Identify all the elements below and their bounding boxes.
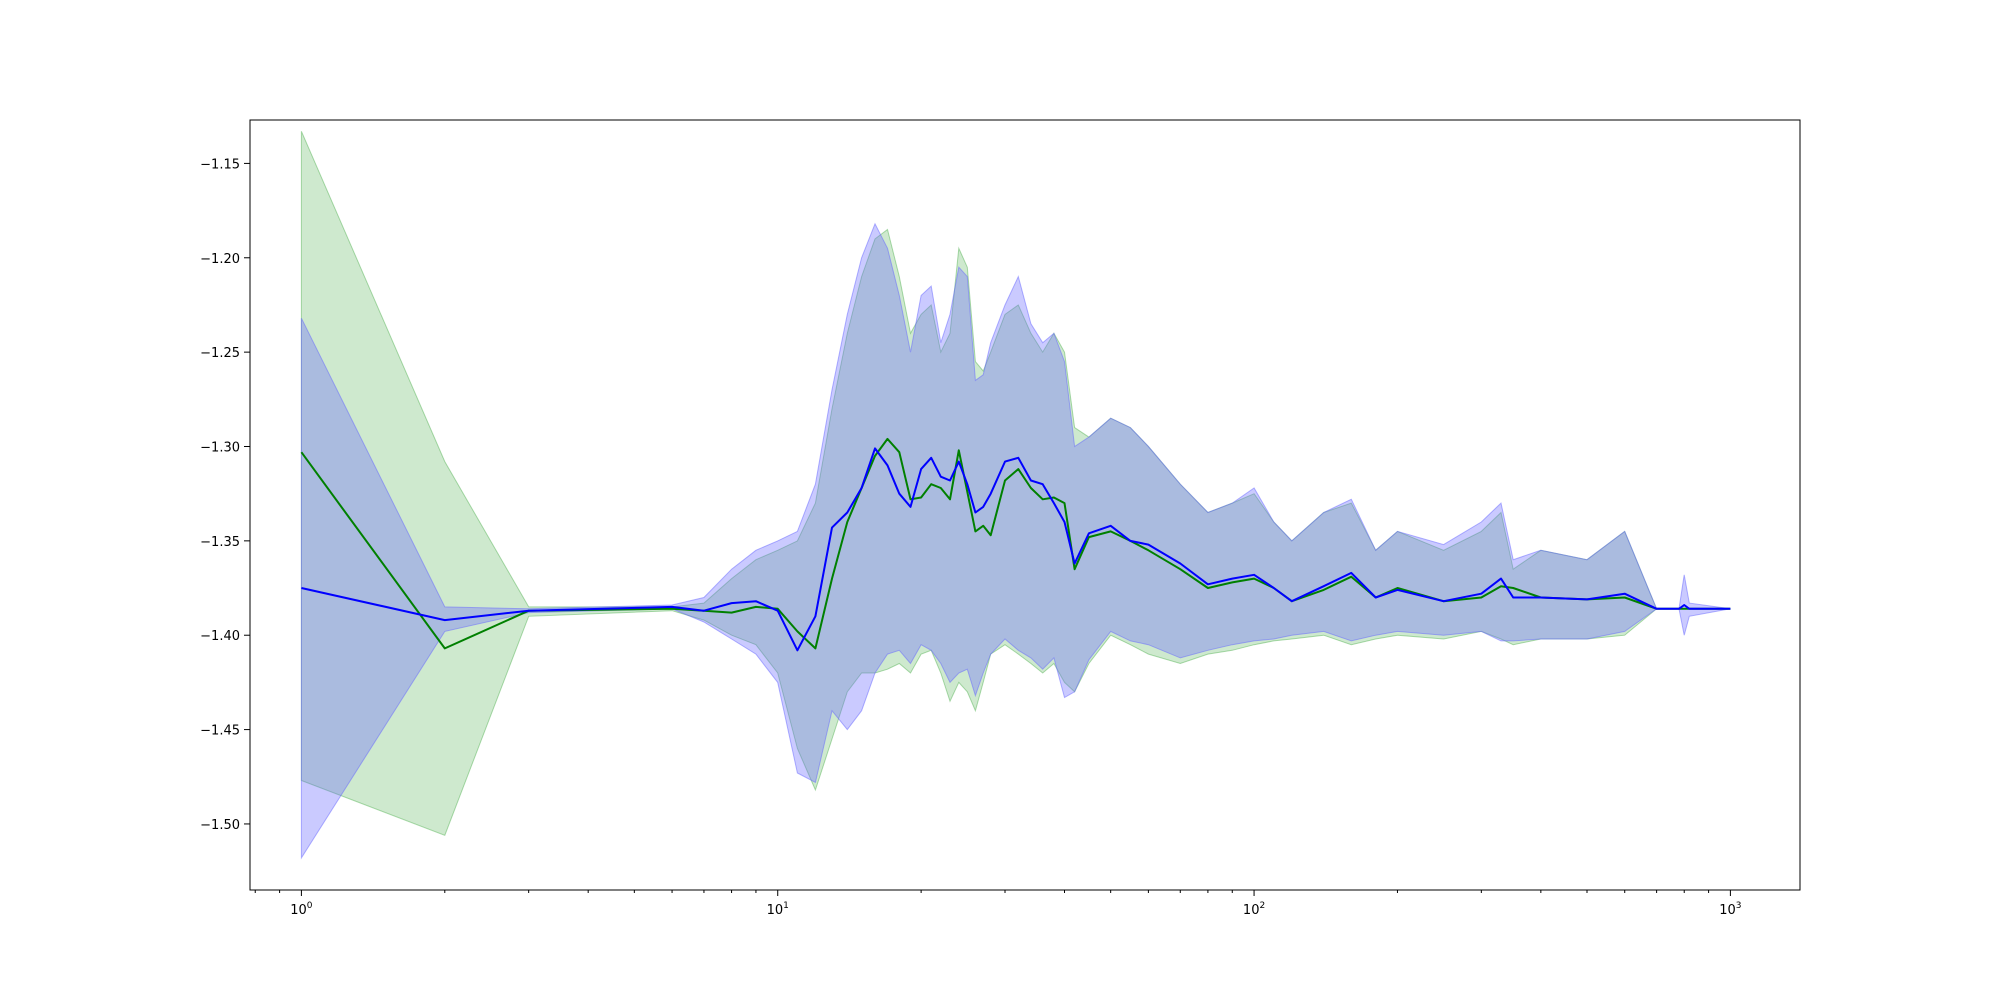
y-tick-label: −1.20	[200, 252, 240, 267]
y-tick-label: −1.15	[200, 157, 240, 172]
series-line-2	[301, 447, 1731, 652]
x-tick-base: 10	[290, 903, 307, 918]
y-tick-label: −1.30	[200, 440, 240, 455]
x-tick-exponent: 1	[783, 901, 789, 911]
y-axis: −1.15 −1.20 −1.25 −1.30 −1.35 −1.40 −1.45 −1.50	[200, 157, 250, 833]
series-lines	[300, 437, 1731, 652]
plot-area-frame	[249, 119, 1801, 891]
x-tick-exponent: 3	[1736, 901, 1742, 911]
y-tick-label: −1.25	[200, 346, 240, 361]
x-tick-label: 102	[1243, 901, 1265, 918]
x-tick-base: 10	[1719, 903, 1736, 918]
confidence-band-2	[300, 222, 1731, 860]
x-tick-exponent: 0	[307, 901, 313, 911]
x-tick-label: 100	[290, 901, 313, 918]
x-axis: 100 101 102 103	[254, 890, 1742, 918]
y-tick-label: −1.50	[200, 818, 240, 833]
x-tick-label: 103	[1719, 901, 1741, 918]
x-tick-base: 10	[1243, 903, 1260, 918]
x-tick-exponent: 2	[1259, 901, 1265, 911]
y-tick-label: −1.35	[200, 535, 240, 550]
x-tick-label: 101	[767, 901, 789, 918]
y-tick-label: −1.45	[200, 724, 240, 739]
y-tick-label: −1.40	[200, 629, 240, 644]
x-tick-base: 10	[767, 903, 784, 918]
